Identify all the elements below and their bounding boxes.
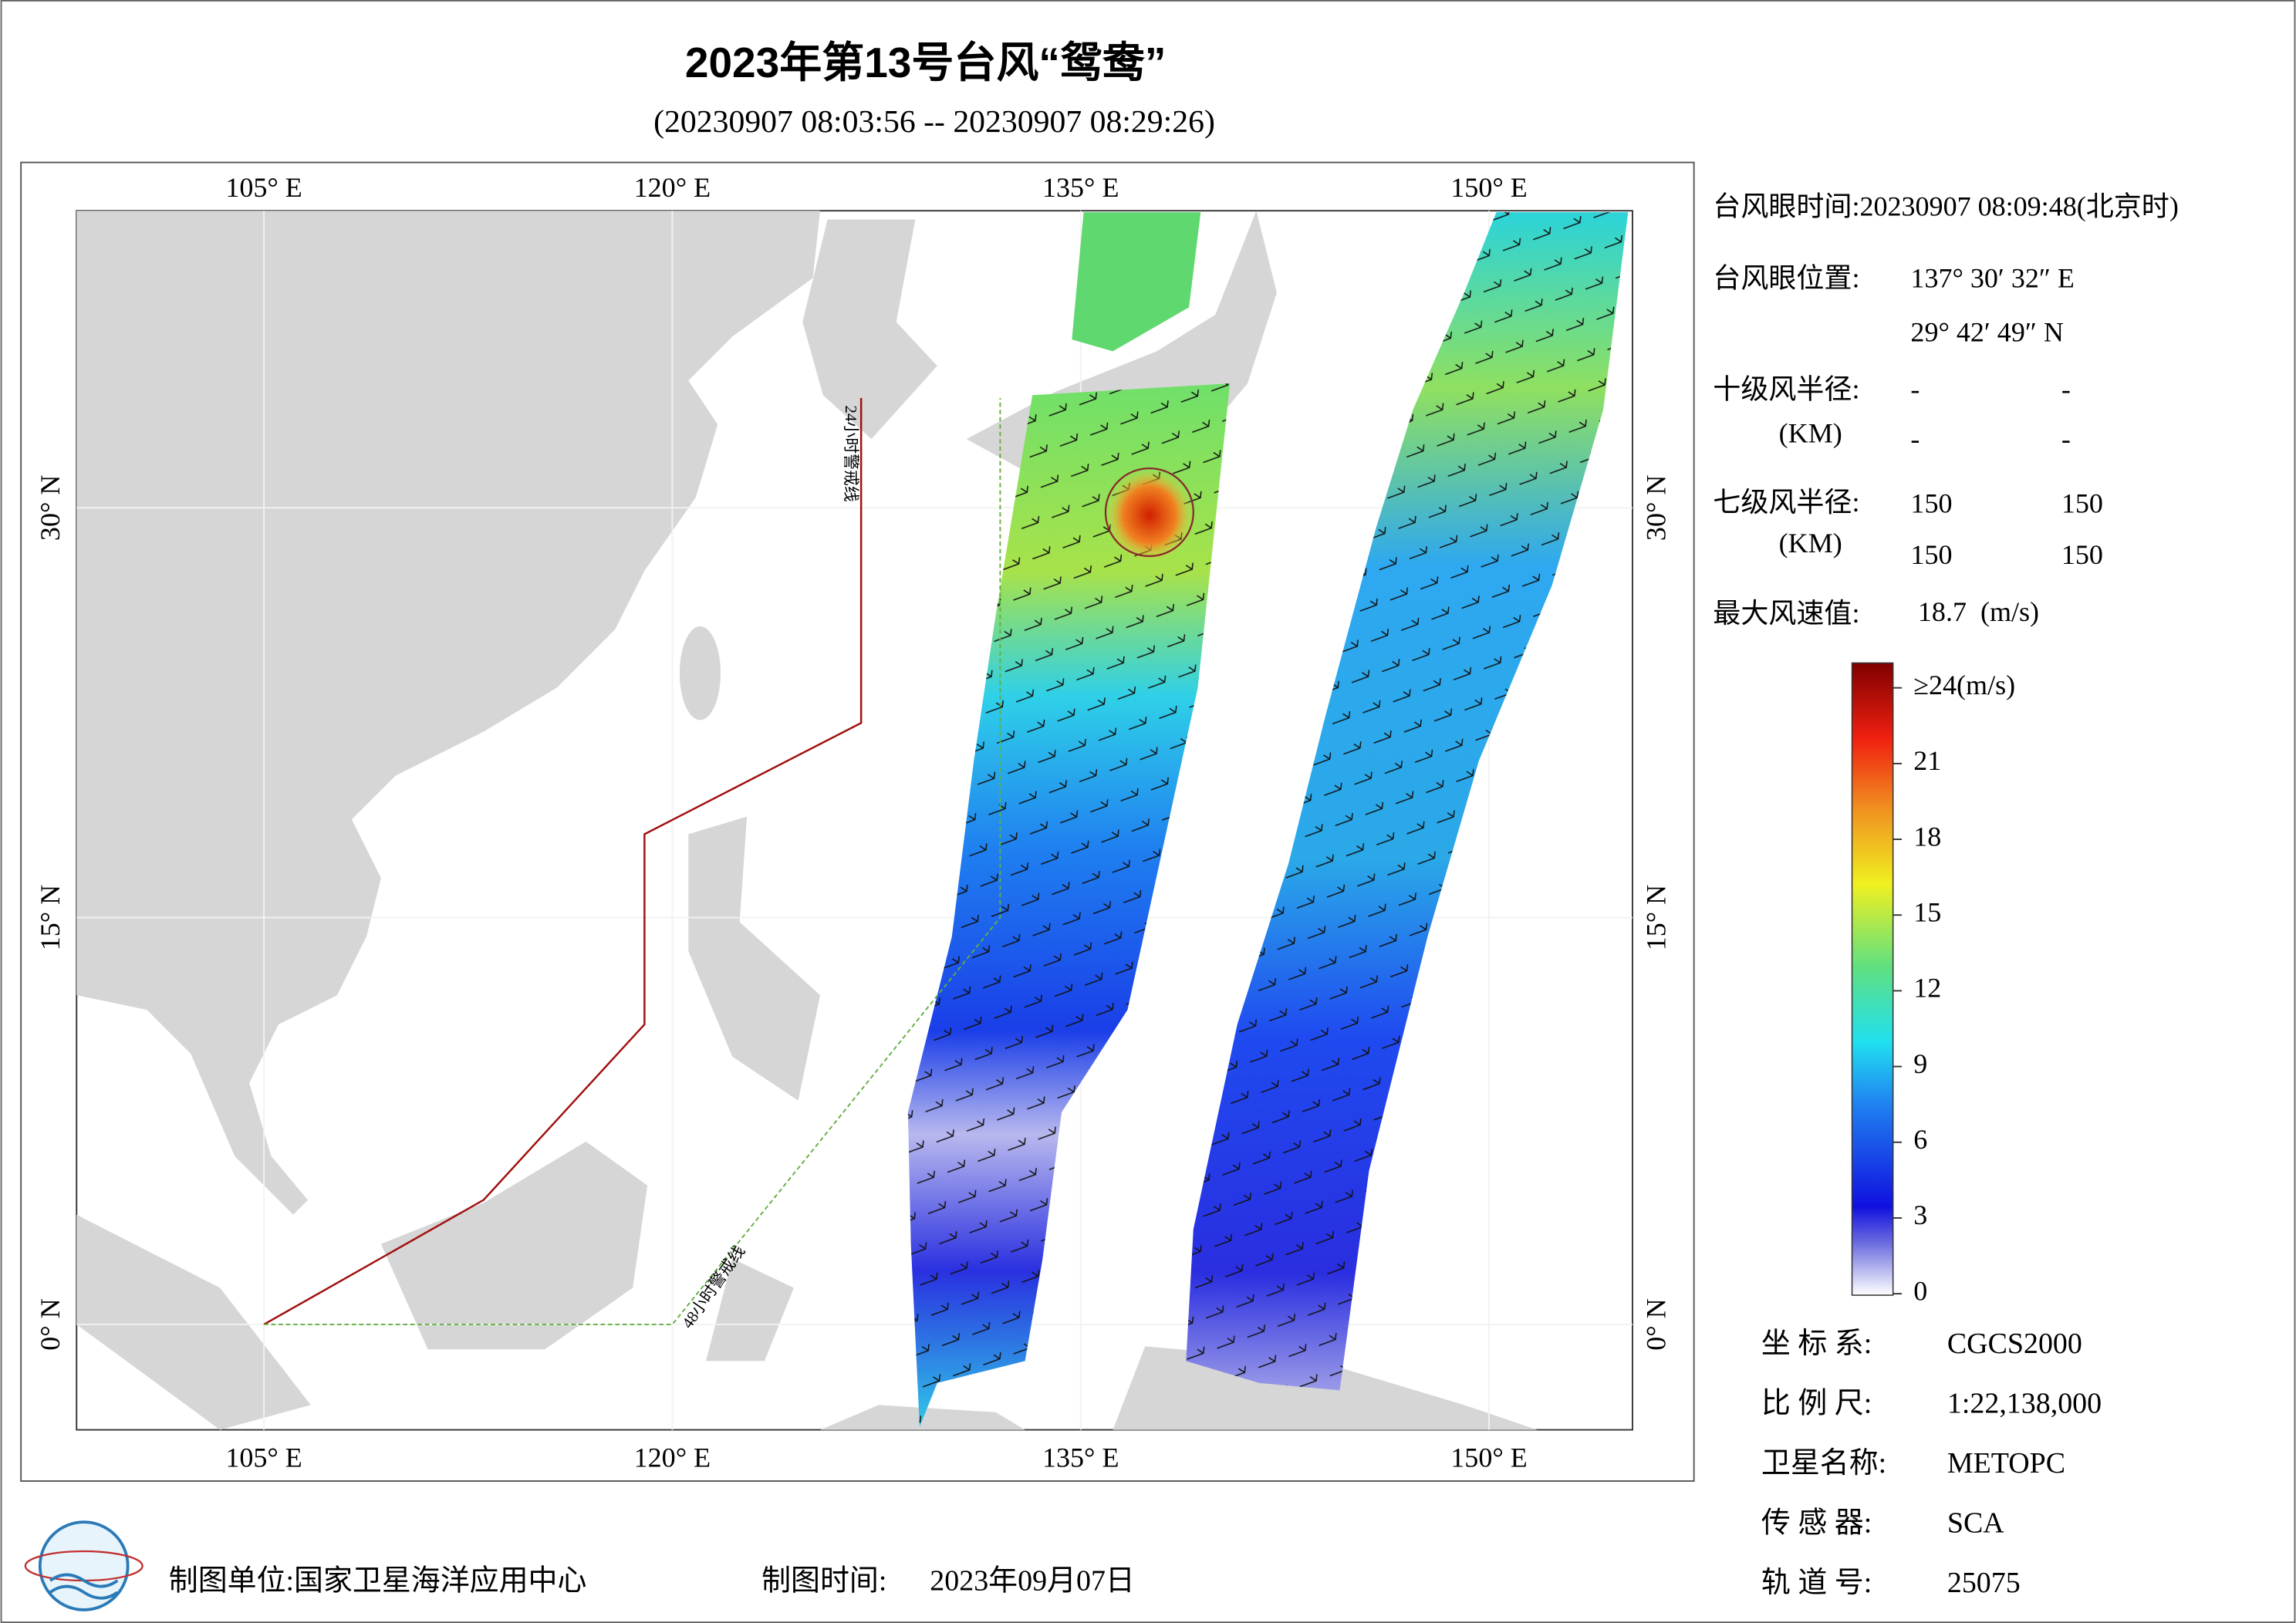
radius: 150	[2061, 539, 2103, 570]
radius: -	[1910, 423, 1920, 454]
colorbar-label: ≥24(m/s)	[1913, 670, 2015, 700]
meta-value: METOPC	[1947, 1447, 2065, 1480]
warning-line-48h	[264, 398, 1001, 1325]
eye-lon: 137° 30′ 32″ E	[1910, 263, 2074, 294]
lon-label: 135° E	[1042, 172, 1119, 203]
colorbar-label: 0	[1913, 1275, 1927, 1306]
meta-value: 25075	[1947, 1567, 2021, 1599]
label: 最大风速值:	[1713, 598, 1859, 629]
subtitle: (20230907 08:03:56 -- 20230907 08:29:26)	[653, 104, 1215, 140]
lon-label: 120° E	[634, 172, 711, 203]
label: 七级风半径:	[1713, 487, 1859, 518]
eye-lat: 29° 42′ 49″ N	[1910, 317, 2063, 348]
lat-label: 15° N	[35, 885, 66, 950]
meta-label: 轨 道 号:	[1761, 1567, 1872, 1599]
colorbar	[1851, 662, 1894, 1296]
axis-labels: 105° E 120° E 135° E 150° E 105° E 120° E 135°…	[35, 172, 1671, 1473]
colorbar-label: 3	[1913, 1200, 1927, 1230]
lat-label: 30° N	[35, 475, 66, 541]
radius: 150	[2061, 488, 2103, 519]
typhoon-core	[1105, 468, 1194, 562]
radius: -	[2061, 423, 2071, 454]
line-label: 24小时警戒线	[842, 406, 860, 502]
footer-unit: 制图单位:国家卫星海洋应用中心	[169, 1564, 587, 1597]
logo	[24, 1520, 144, 1611]
max-wind: 18.7 (m/s)	[1918, 596, 2039, 627]
wind-swath	[1072, 212, 1201, 352]
map-frame	[20, 161, 1695, 1482]
unit: (KM)	[1779, 528, 1842, 558]
meta-label: 坐 标 系:	[1761, 1328, 1872, 1360]
colorbar-label: 18	[1913, 821, 1941, 852]
lat-label: 30° N	[1640, 475, 1671, 541]
info-panel: 台风眼时间:20230907 08:09:48(北京时) 台风眼位置: 137°…	[1713, 191, 2179, 629]
colorbar-ticks: 0 3 6 9 12 15 18 21 ≥24(m/s)	[1893, 670, 2015, 1306]
footer-time-label: 制图时间:	[761, 1564, 886, 1597]
lon-label: 150° E	[1450, 1442, 1527, 1473]
meta-label: 传 感 器:	[1761, 1507, 1872, 1539]
meta-value: CGCS2000	[1947, 1328, 2082, 1360]
lat-label: 0° N	[35, 1298, 66, 1350]
lon-label: 105° E	[225, 1442, 302, 1473]
warning-line-24h	[263, 398, 863, 1326]
meta-value: 1:22,138,000	[1947, 1388, 2102, 1420]
radius: 150	[1910, 539, 1952, 570]
wind-barbs	[1186, 212, 1629, 1391]
lat-label: 15° N	[1640, 885, 1671, 950]
meta-label: 比 例 尺:	[1761, 1388, 1872, 1420]
unit: (KM)	[1779, 418, 1842, 449]
meta-label: 卫星名称:	[1761, 1447, 1886, 1480]
eye-time: 台风眼时间:20230907 08:09:48(北京时)	[1713, 191, 2179, 222]
colorbar-label: 9	[1913, 1048, 1927, 1079]
colorbar-label: 21	[1913, 745, 1941, 776]
wind-barbs	[907, 383, 1231, 1427]
meta-value: SCA	[1947, 1507, 2004, 1539]
colorbar-label: 12	[1913, 973, 1941, 1004]
lon-label: 105° E	[225, 172, 302, 203]
map: 24小时警戒线 48小时警戒线	[76, 210, 1633, 1431]
lon-label: 150° E	[1450, 172, 1527, 203]
radius: -	[2061, 374, 2071, 405]
typhoon-circle	[1104, 467, 1194, 558]
label: 十级风半径:	[1713, 374, 1859, 405]
footer-time: 2023年09月07日	[930, 1564, 1135, 1597]
lat-label: 0° N	[1640, 1298, 1671, 1350]
colorbar-label: 15	[1913, 896, 1941, 927]
colorbar-label: 6	[1913, 1124, 1927, 1155]
radius: 150	[1910, 488, 1952, 519]
label: 台风眼位置:	[1713, 263, 1859, 294]
title: 2023年第13号台风“鸳鸯”	[685, 39, 1167, 86]
lon-label: 135° E	[1042, 1442, 1119, 1473]
meta-info: 坐 标 系: CGCS2000 比 例 尺: 1:22,138,000 卫星名称: MET…	[1761, 1328, 2102, 1599]
lon-label: 120° E	[634, 1442, 711, 1473]
radius: -	[1910, 374, 1920, 405]
